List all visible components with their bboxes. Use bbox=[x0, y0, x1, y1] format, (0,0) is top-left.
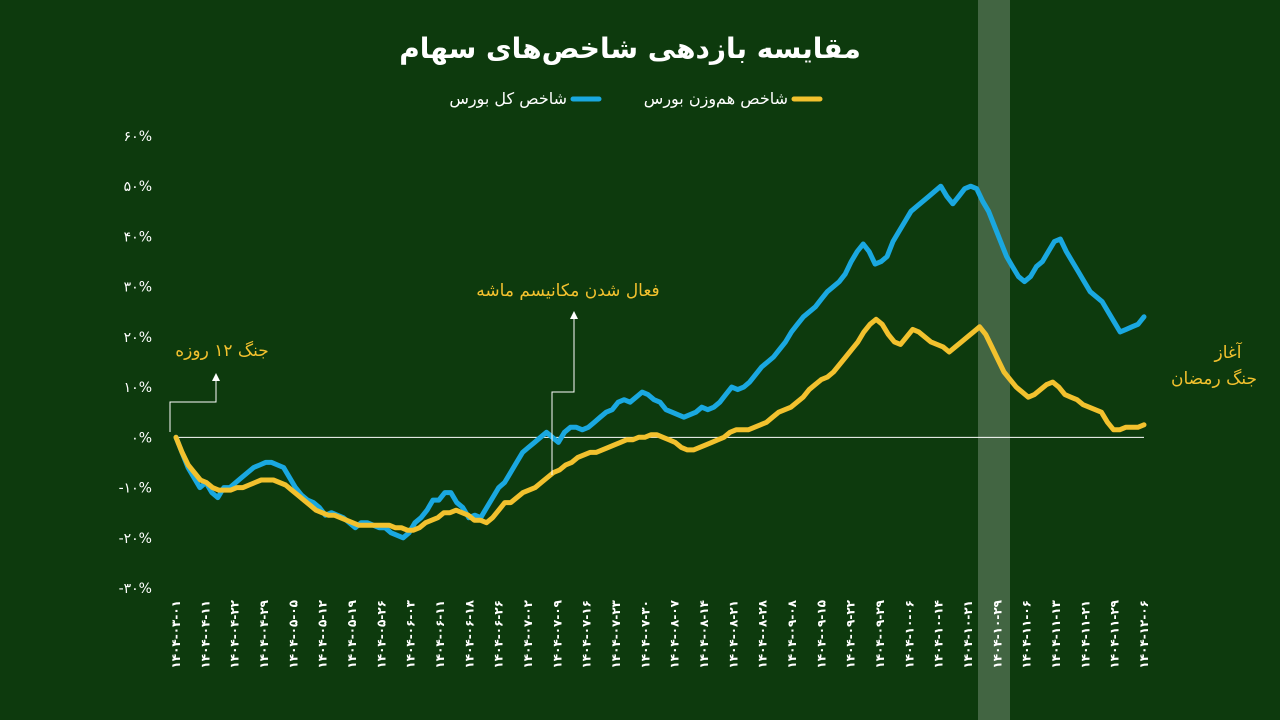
x-tick-label: ۱۴۰۴-۰۹-۲۹ bbox=[873, 599, 887, 668]
x-tick-label: ۱۴۰۴-۰۳-۰۱ bbox=[169, 600, 183, 669]
annotation-ramadan: آغاز جنگ رمضان bbox=[1171, 341, 1257, 389]
y-axis: ۶۰% ۵۰% ۴۰% ۳۰% ۲۰% ۱۰% ۰% -۱۰% -۲۰% -۳۰% bbox=[119, 129, 152, 597]
x-tick-label: ۱۴۰۴-۰۴-۲۲ bbox=[228, 599, 242, 668]
x-tick-label: ۱۴۰۴-۱۱-۲۹ bbox=[1108, 599, 1122, 668]
x-tick-label: ۱۴۰۴-۰۶-۱۸ bbox=[462, 599, 476, 668]
legend-label-total-index: شاخص کل بورس bbox=[449, 89, 567, 109]
chart-title: مقایسه بازدهی شاخص‌های سهام bbox=[399, 32, 861, 65]
annotation-mechanism-arrow bbox=[551, 318, 575, 475]
y-tick-label: ۵۰% bbox=[124, 179, 152, 195]
x-tick-label: ۱۴۰۴-۱۱-۰۶ bbox=[1020, 600, 1034, 669]
x-tick-label: ۱۴۰۴-۰۷-۰۹ bbox=[550, 599, 564, 668]
y-tick-label: ۰% bbox=[131, 430, 152, 446]
x-tick-label: ۱۴۰۴-۱۰-۲۱ bbox=[961, 600, 975, 669]
y-tick-label: -۳۰% bbox=[119, 581, 152, 597]
x-tick-label: ۱۴۰۴-۰۶-۲۶ bbox=[492, 600, 506, 669]
annotation-ramadan-line1: آغاز bbox=[1213, 341, 1242, 363]
x-tick-label: ۱۴۰۴-۱۰-۰۶ bbox=[902, 600, 916, 669]
x-tick-label: ۱۴۰۴-۰۶-۰۳ bbox=[404, 599, 418, 668]
x-tick-label: ۱۴۰۴-۰۵-۲۶ bbox=[374, 600, 388, 669]
annotation-war12: جنگ ۱۲ روزه bbox=[169, 340, 269, 432]
x-tick-label: ۱۴۰۴-۱۱-۲۱ bbox=[1078, 600, 1092, 669]
y-tick-label: ۶۰% bbox=[124, 129, 152, 145]
legend: شاخص کل بورس شاخص هم‌وزن بورس bbox=[449, 89, 823, 109]
y-tick-label: ۴۰% bbox=[124, 229, 152, 245]
x-axis: ۱۴۰۴-۰۳-۰۱ ۱۴۰۴-۰۴-۱۱ ۱۴۰۴-۰۴-۲۲ ۱۴۰۴-۰۴-۲۹… bbox=[169, 599, 1151, 668]
x-tick-label: ۱۴۰۴-۰۸-۲۸ bbox=[756, 599, 770, 668]
x-tick-label: ۱۴۰۴-۰۹-۱۵ bbox=[814, 600, 828, 669]
x-tick-label: ۱۴۰۴-۱۲-۰۶ bbox=[1137, 600, 1151, 669]
annotation-war12-label: جنگ ۱۲ روزه bbox=[175, 340, 268, 361]
x-tick-label: ۱۴۰۴-۰۷-۲۳ bbox=[609, 599, 623, 668]
x-tick-label: ۱۴۰۴-۱۰-۲۹ bbox=[990, 599, 1004, 668]
x-tick-label: ۱۴۰۴-۰۵-۱۹ bbox=[345, 599, 359, 668]
x-tick-label: ۱۴۰۴-۰۹-۲۲ bbox=[844, 599, 858, 668]
x-tick-label: ۱۴۰۴-۰۷-۱۶ bbox=[580, 600, 594, 669]
legend-label-equal-weight-index: شاخص هم‌وزن بورس bbox=[644, 89, 788, 109]
y-tick-label: ۳۰% bbox=[124, 280, 152, 296]
annotation-mechanism-arrowhead bbox=[570, 311, 578, 319]
x-tick-label: ۱۴۰۴-۰۸-۲۱ bbox=[726, 600, 740, 669]
x-tick-label: ۱۴۰۴-۰۸-۰۷ bbox=[668, 599, 682, 668]
x-tick-label: ۱۴۰۴-۰۵-۱۲ bbox=[316, 599, 330, 668]
x-tick-label: ۱۴۰۴-۱۰-۱۴ bbox=[932, 600, 946, 669]
x-tick-label: ۱۴۰۴-۰۶-۱۱ bbox=[433, 600, 447, 669]
x-tick-label: ۱۴۰۴-۱۱-۱۳ bbox=[1049, 599, 1063, 668]
annotation-mechanism-label: فعال شدن مکانیسم ماشه bbox=[476, 281, 659, 301]
x-tick-label: ۱۴۰۴-۰۷-۰۲ bbox=[521, 599, 535, 668]
x-tick-label: ۱۴۰۴-۰۸-۱۴ bbox=[697, 600, 711, 669]
x-tick-label: ۱۴۰۴-۰۵-۰۵ bbox=[286, 600, 300, 669]
y-tick-label: ۲۰% bbox=[124, 330, 152, 346]
y-tick-label: -۱۰% bbox=[119, 481, 152, 497]
annotation-mechanism: فعال شدن مکانیسم ماشه bbox=[476, 281, 660, 475]
annotation-war12-arrow bbox=[169, 380, 217, 432]
highlight-band bbox=[978, 0, 1010, 720]
x-tick-label: ۱۴۰۴-۰۹-۰۸ bbox=[785, 599, 799, 668]
series-line-equal-weight-index bbox=[173, 316, 1147, 533]
x-tick-label: ۱۴۰۴-۰۷-۳۰ bbox=[638, 600, 652, 669]
x-tick-label: ۱۴۰۴-۰۴-۱۱ bbox=[198, 600, 212, 669]
y-tick-label: ۱۰% bbox=[124, 380, 152, 396]
x-tick-label: ۱۴۰۴-۰۴-۲۹ bbox=[257, 599, 271, 668]
annotation-ramadan-line2: جنگ رمضان bbox=[1171, 368, 1257, 389]
y-tick-label: -۲۰% bbox=[119, 531, 152, 547]
annotation-war12-arrowhead bbox=[212, 373, 220, 381]
series-group bbox=[173, 183, 1147, 541]
